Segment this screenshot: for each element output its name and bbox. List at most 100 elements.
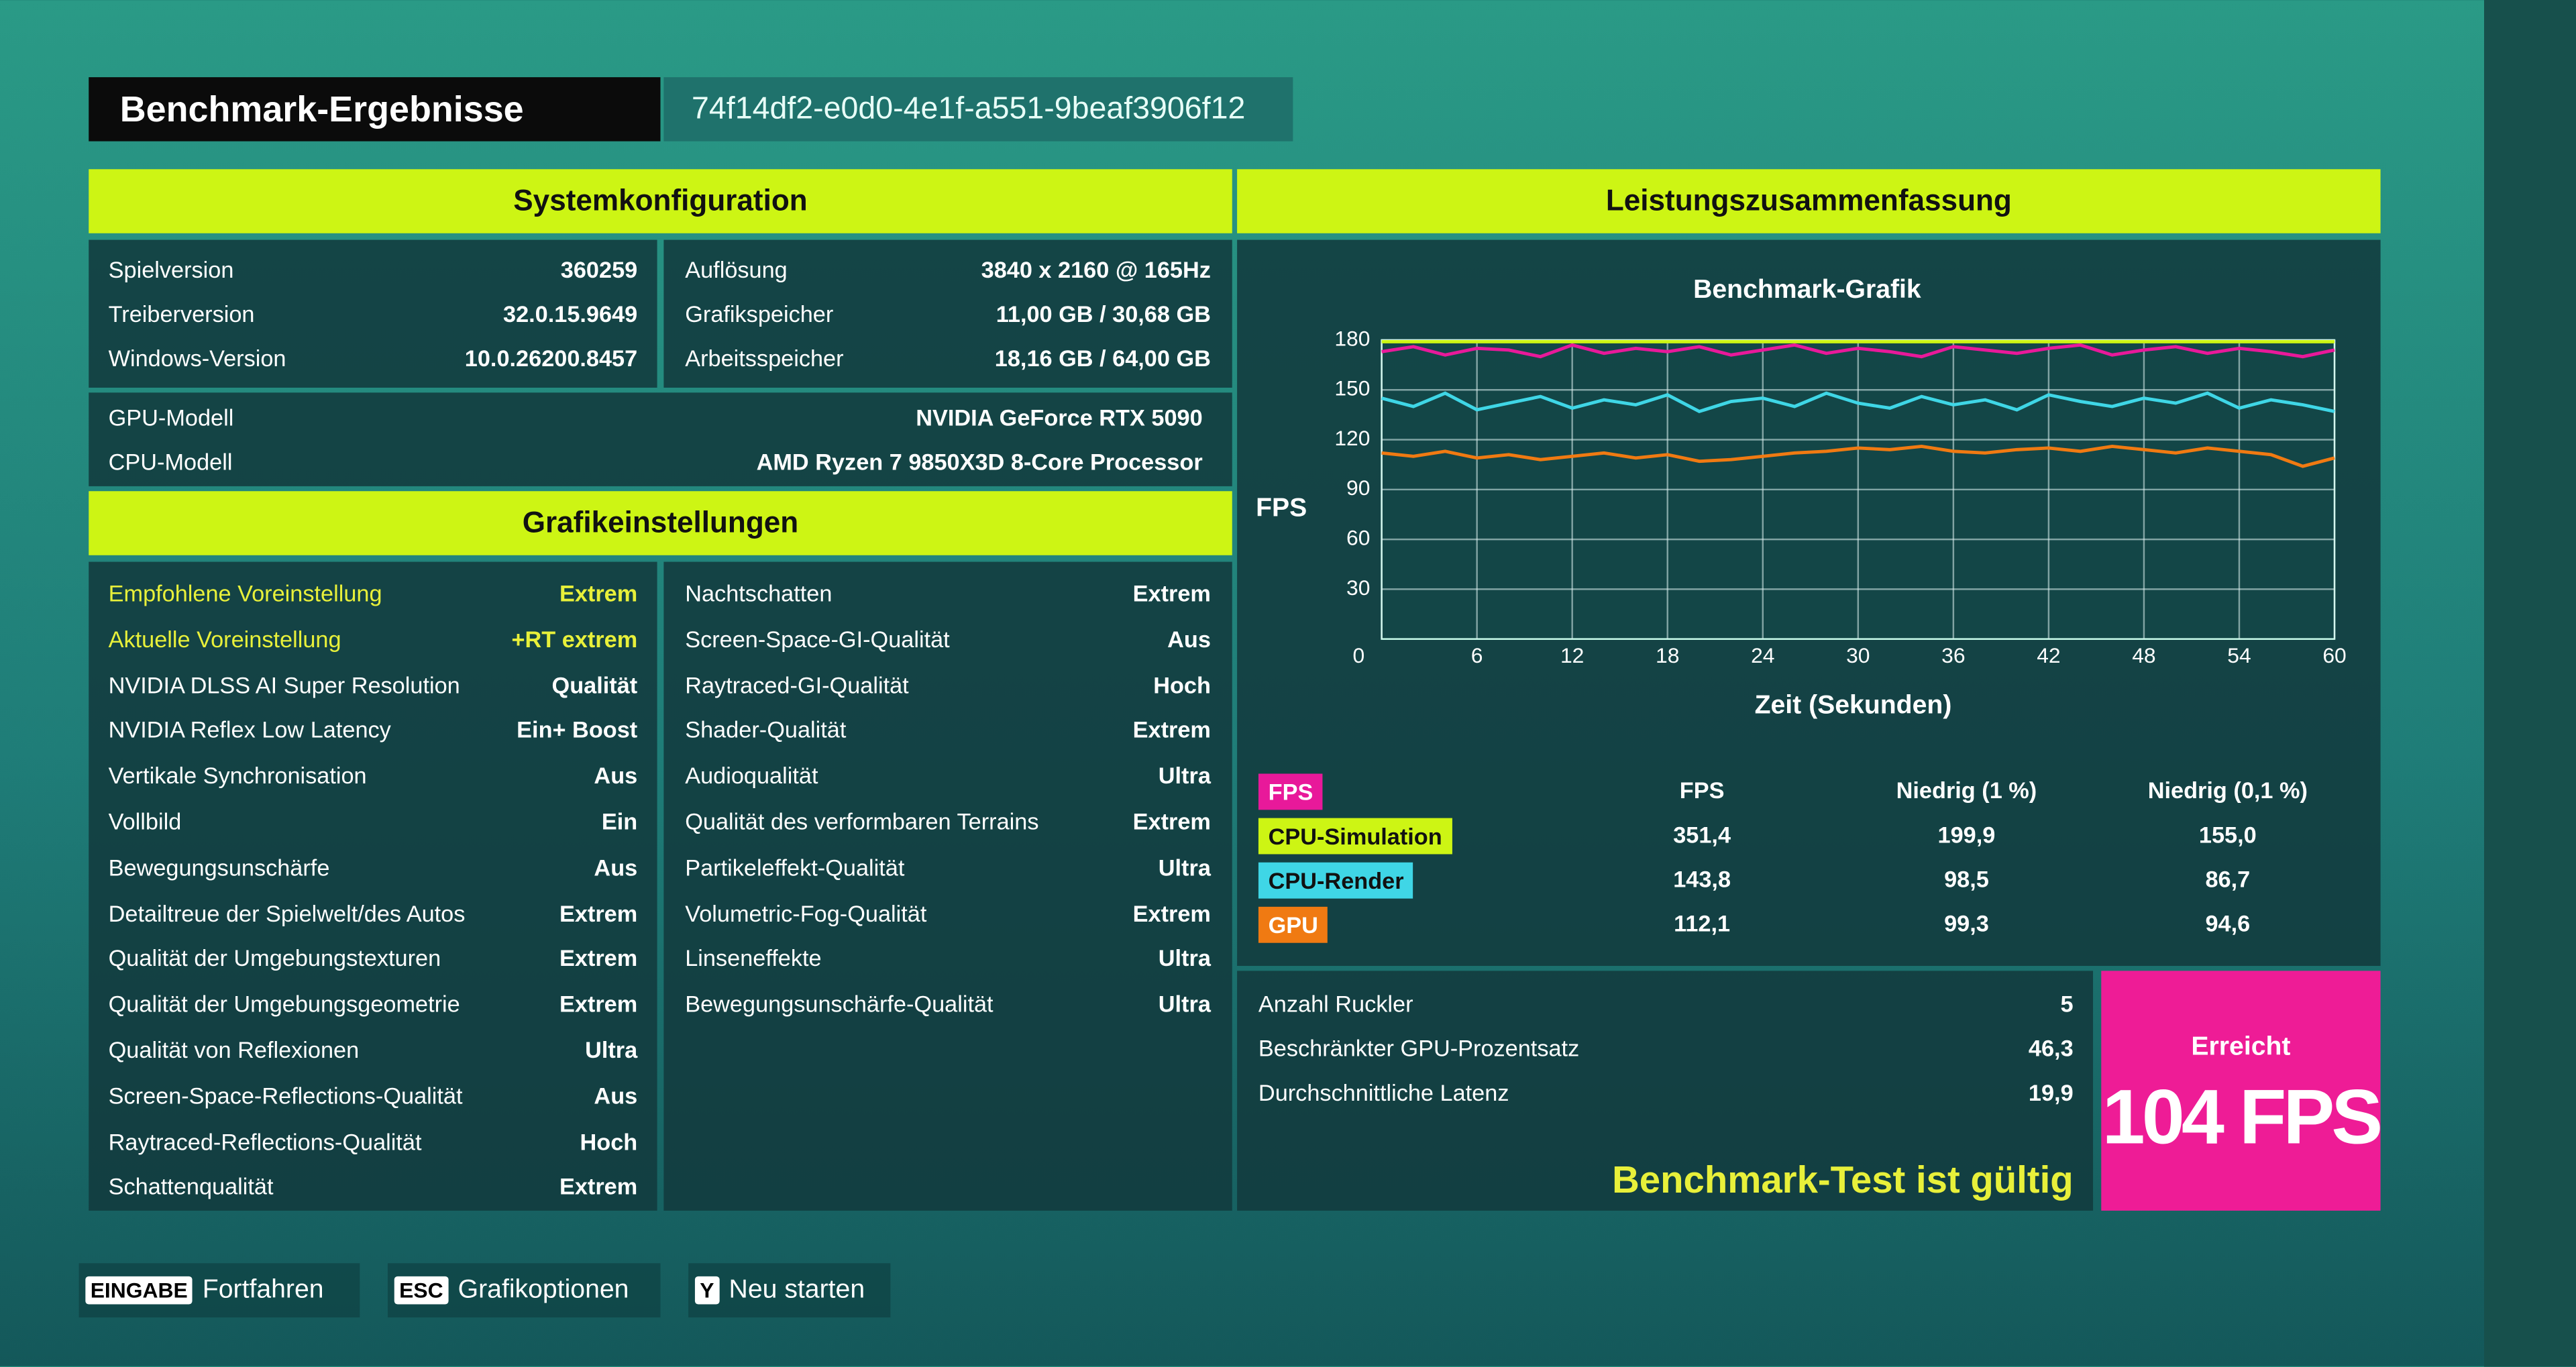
x-tick-label: 54 [2227, 643, 2251, 667]
row-label: Grafikspeicher [685, 300, 834, 327]
row-label: Qualität des verformbaren Terrains [685, 808, 1039, 835]
row-label: Partikeleffekt-Qualität [685, 853, 905, 881]
panel [1237, 971, 2094, 1211]
setting-row: Qualität von Reflexionen Ultra [109, 1035, 638, 1064]
row-label: Windows-Version [108, 345, 286, 372]
row-value: Ultra [585, 1036, 638, 1063]
table-value: 143,8 [1673, 865, 1731, 892]
row-value: 32.0.15.9649 [503, 300, 638, 327]
x-tick-label: 6 [1471, 643, 1483, 667]
row-value: Extrem [559, 945, 638, 972]
setting-row: NVIDIA Reflex Low Latency Ein+ Boost [109, 715, 638, 745]
setting-row: Bewegungsunschärfe Aus [109, 853, 638, 882]
setting-row: Durchschnittliche Latenz 19,9 [1258, 1078, 2074, 1107]
panel [663, 239, 1232, 388]
achieved-label: Erreicht [2191, 1033, 2291, 1062]
table-value: 98,5 [1944, 865, 1989, 892]
setting-row: Auflösung 3840 x 2160 @ 165Hz [685, 255, 1211, 284]
table-value: 112,1 [1674, 910, 1731, 936]
button-label: Fortfahren [202, 1275, 324, 1304]
edge [2484, 0, 2576, 1367]
column-header: Niedrig (1 %) [1896, 777, 2037, 804]
row-label: Shader-Qualität [685, 716, 847, 743]
setting-row: Windows-Version 10.0.26200.8457 [109, 343, 638, 373]
series-line [1381, 391, 2335, 414]
section-header: Grafikeinstellungen [89, 491, 1232, 555]
row-value: Extrem [559, 899, 638, 926]
row-value: 360259 [560, 256, 638, 283]
section-header: Leistungszusammenfassung [1237, 169, 2381, 233]
button-label: Neu starten [729, 1275, 865, 1304]
setting-row: NVIDIA DLSS AI Super Resolution Qualität [109, 669, 638, 699]
setting-row: Linseneffekte Ultra [685, 944, 1211, 973]
setting-row: Screen-Space-GI-Qualität Aus [685, 624, 1211, 653]
x-tick-label: 30 [1846, 643, 1870, 667]
row-value: 18,16 GB / 64,00 GB [994, 345, 1211, 372]
achieved-value: 104 FPS [2102, 1073, 2383, 1160]
row-value: Ein+ Boost [517, 716, 638, 743]
setting-row: Screen-Space-Reflections-Qualität Aus [109, 1081, 638, 1110]
row-value: Ultra [1158, 762, 1211, 789]
legend-chip: FPS [1258, 773, 1324, 810]
setting-row: Detailtreue der Spielwelt/des Autos Extre… [109, 898, 638, 928]
table-value: 94,6 [2205, 910, 2251, 936]
achieved-box [2101, 971, 2381, 1211]
row-value: NVIDIA GeForce RTX 5090 [916, 404, 1203, 431]
x-tick-label: 36 [1941, 643, 1965, 667]
row-label: Screen-Space-Reflections-Qualität [108, 1082, 463, 1109]
row-value: Extrem [559, 991, 638, 1018]
footer-button[interactable]: ESC Grafikoptionen [387, 1263, 661, 1318]
table-value: 351,4 [1673, 821, 1731, 848]
row-label: Qualität von Reflexionen [108, 1036, 360, 1063]
footer-button[interactable]: Y Neu starten [688, 1263, 891, 1318]
y-axis-label: FPS [1256, 494, 1307, 523]
setting-row: Bewegungsunschärfe-Qualität Ultra [685, 989, 1211, 1019]
row-value: Ein [601, 808, 638, 835]
panel [89, 239, 657, 388]
row-label: CPU-Modell [108, 448, 233, 475]
status: Benchmark-Test ist gültig [1612, 1158, 2074, 1201]
row-label: Bewegungsunschärfe-Qualität [685, 991, 994, 1018]
setting-row: Empfohlene Voreinstellung Extrem [109, 578, 638, 608]
row-label: NVIDIA Reflex Low Latency [108, 716, 391, 743]
x-axis-label: Zeit (Sekunden) [1755, 690, 1952, 719]
row-value: Aus [594, 762, 638, 789]
row-value: Qualität [551, 671, 638, 698]
setting-row: Audioqualität Ultra [685, 761, 1211, 790]
setting-row: Beschränkter GPU-Prozentsatz 46,3 [1258, 1033, 2074, 1062]
key-cap: EINGABE [85, 1276, 193, 1305]
footer-button[interactable]: EINGABE Fortfahren [78, 1263, 360, 1318]
table-value: 155,0 [2198, 821, 2257, 848]
row-label: Volumetric-Fog-Qualität [685, 899, 927, 926]
x-tick-label: 18 [1656, 643, 1679, 667]
chart-title: Benchmark-Grafik [1693, 275, 1921, 304]
setting-row: Treiberversion 32.0.15.9649 [109, 299, 638, 329]
row-label: Auflösung [685, 256, 788, 283]
row-value: Extrem [1132, 899, 1211, 926]
row-value: Aus [594, 1082, 638, 1109]
column-header: Niedrig (0,1 %) [2147, 777, 2308, 804]
row-value: 5 [2060, 990, 2074, 1017]
setting-row: Spielversion 360259 [109, 255, 638, 284]
row-label: GPU-Modell [108, 404, 234, 431]
legend-chip: GPU [1258, 906, 1328, 943]
row-label: Spielversion [108, 256, 234, 283]
setting-row: CPU-Modell AMD Ryzen 7 9850X3D 8-Core Pro… [109, 447, 1203, 476]
setting-row: Shader-Qualität Extrem [685, 715, 1211, 745]
row-value: 3840 x 2160 @ 165Hz [981, 256, 1211, 283]
row-value: Hoch [1153, 671, 1211, 698]
row-label: Durchschnittliche Latenz [1258, 1079, 1509, 1106]
setting-row: Raytraced-Reflections-Qualität Hoch [109, 1126, 638, 1156]
table-value: 86,7 [2205, 865, 2251, 892]
x-tick-label: 42 [2037, 643, 2060, 667]
row-value: 11,00 GB / 30,68 GB [996, 300, 1211, 327]
setting-row: Qualität der Umgebungsgeometrie Extrem [109, 989, 638, 1019]
row-label: Screen-Space-GI-Qualität [685, 625, 950, 652]
setting-row: Partikeleffekt-Qualität Ultra [685, 853, 1211, 882]
row-value: Aus [1167, 625, 1211, 652]
row-label: Vollbild [108, 808, 182, 835]
x-tick-label: 0 [1352, 643, 1364, 667]
